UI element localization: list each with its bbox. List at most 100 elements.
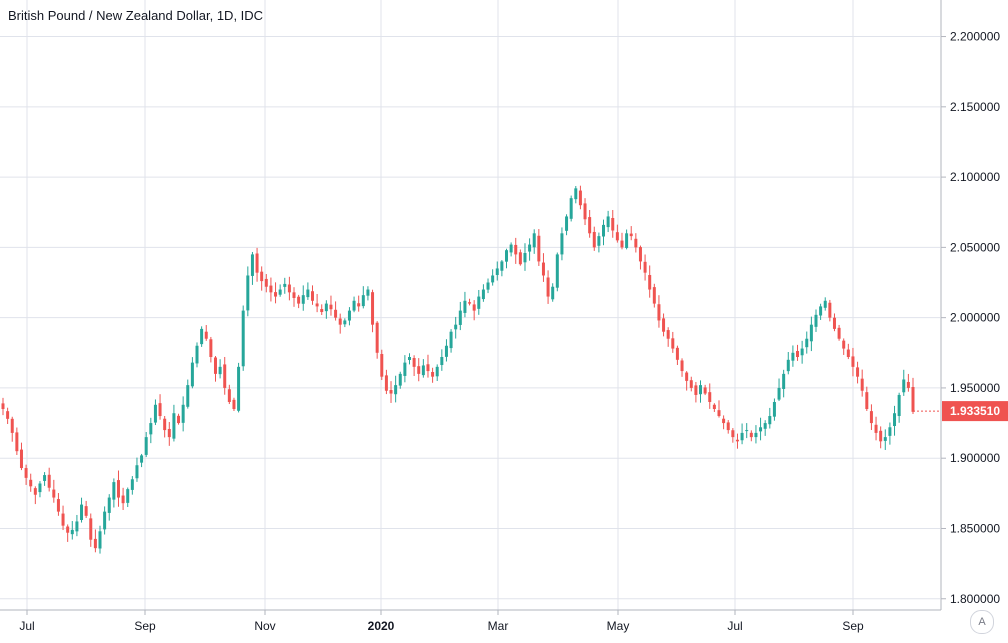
candle-body <box>80 504 84 520</box>
candle-body <box>421 365 425 376</box>
candle-body <box>352 300 356 311</box>
chart-title: British Pound / New Zealand Dollar, 1D, … <box>8 8 264 23</box>
candle-body <box>883 437 887 441</box>
candle-body <box>772 401 776 417</box>
candle-body <box>431 371 435 377</box>
candle-body <box>269 285 273 293</box>
candle-body <box>195 345 199 364</box>
candle-body <box>800 348 804 356</box>
candle-body <box>726 422 730 431</box>
candle-body <box>1 403 5 410</box>
time-axis[interactable]: Jul Sep Nov 2020 Mar May Jul Sep <box>19 610 864 633</box>
candle-body <box>763 423 767 429</box>
candle-body <box>149 423 153 435</box>
price-tick-label: 1.950000 <box>950 381 1000 395</box>
candle-body <box>888 427 892 436</box>
candle-body <box>403 362 407 376</box>
candle-body <box>107 497 111 513</box>
candle-body <box>675 347 679 360</box>
candle-body <box>47 474 51 488</box>
candle-body <box>116 480 120 498</box>
candle-body <box>177 415 181 424</box>
candle-body <box>588 217 592 234</box>
candle-body <box>334 309 338 318</box>
candle-body <box>315 303 319 307</box>
candle-body <box>140 455 144 463</box>
time-tick-label: Sep <box>134 619 156 633</box>
candle-body <box>186 385 190 407</box>
candle-body <box>902 379 906 393</box>
candle-body <box>620 240 624 248</box>
price-axis[interactable]: 2.200000 2.150000 2.100000 2.050000 2.000000… <box>941 30 1000 606</box>
candle-body <box>551 286 555 300</box>
candle-body <box>712 404 716 410</box>
candle-body <box>602 224 606 237</box>
candle-body <box>250 254 254 276</box>
candle-body <box>472 304 476 311</box>
time-tick-label: Jul <box>19 619 34 633</box>
time-tick-label: Mar <box>488 619 509 633</box>
candle-body <box>200 328 204 345</box>
time-tick-label: Nov <box>254 619 275 633</box>
candle-body <box>52 489 56 498</box>
candle-body <box>320 309 324 313</box>
candle-body <box>394 385 398 395</box>
candle-body <box>15 432 19 452</box>
candle-body <box>375 322 379 353</box>
candle-body <box>505 250 509 262</box>
candle-body <box>43 475 47 481</box>
candle-body <box>837 327 841 339</box>
candle-body <box>583 203 587 220</box>
time-tick-label: 2020 <box>368 619 395 633</box>
candle-body <box>823 300 827 308</box>
candle-body <box>666 330 670 339</box>
time-tick-label: May <box>607 619 630 633</box>
candle-body <box>417 366 421 374</box>
candle-body <box>754 432 758 438</box>
candle-body <box>218 366 222 375</box>
candle-body <box>842 340 846 349</box>
candle-body <box>103 511 107 530</box>
candle-body <box>786 359 790 372</box>
candle-body <box>389 390 393 394</box>
candle-body <box>560 233 564 255</box>
candle-body <box>546 277 550 297</box>
candle-body <box>144 437 148 455</box>
candle-body <box>606 216 610 228</box>
candle-body <box>454 324 458 330</box>
candle-body <box>306 289 310 298</box>
candle-body <box>851 356 855 367</box>
candle-body <box>357 303 361 307</box>
candle-body <box>66 526 70 533</box>
candle-body <box>407 357 411 361</box>
auto-scale-button[interactable]: A <box>970 610 994 634</box>
candle-body <box>227 389 231 402</box>
candle-body <box>204 331 208 339</box>
candle-body <box>398 373 402 386</box>
grid-lines <box>0 0 940 610</box>
candle-body <box>232 399 236 410</box>
candle-body <box>569 198 573 219</box>
candle-body <box>153 404 157 423</box>
candle-body <box>717 410 721 417</box>
candle-body <box>694 385 698 395</box>
candle-body <box>246 275 250 311</box>
candle-body <box>671 338 675 349</box>
candle-body <box>832 317 836 329</box>
candle-body <box>297 296 301 304</box>
candle-body <box>468 302 472 304</box>
candle-body <box>426 364 430 372</box>
candle-body <box>223 364 227 388</box>
candle-body <box>6 411 10 419</box>
candle-body <box>846 349 850 358</box>
candle-body <box>172 413 176 439</box>
time-tick-label: Jul <box>727 619 742 633</box>
candle-body <box>597 236 601 246</box>
price-tick-label: 2.200000 <box>950 30 1000 44</box>
candle-body <box>121 495 125 504</box>
candle-body <box>384 375 388 391</box>
candle-body <box>241 310 245 367</box>
candle-body <box>745 430 749 432</box>
